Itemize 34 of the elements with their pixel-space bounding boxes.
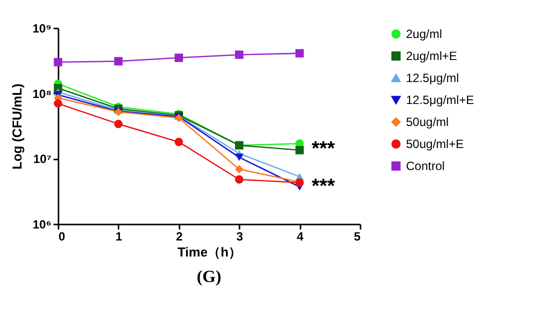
y-axis-title: Log (CFU/mL) (9, 84, 24, 170)
y-tick-label: 10⁸ (32, 86, 52, 101)
legend-label: 12.5μg/ml (406, 71, 459, 85)
point (235, 165, 244, 174)
x-tick-label: 2 (176, 230, 183, 244)
text: (G) (196, 267, 222, 286)
y-tick-label: 10⁷ (33, 152, 52, 166)
legend-label: 2ug/ml (406, 27, 442, 41)
y-tick-label: 10⁹ (32, 22, 52, 36)
x-tick-label: 3 (236, 230, 244, 244)
legend-label: 50ug/ml+E (406, 137, 464, 151)
point (295, 49, 304, 58)
x-tick-label: 4 (296, 230, 304, 244)
point (235, 175, 244, 184)
point (54, 99, 62, 108)
y-tick-label: 10⁶ (32, 218, 52, 232)
x-axis-title: Time（h） (177, 244, 242, 260)
point (114, 120, 123, 128)
point (114, 57, 123, 66)
annotation: *** (312, 176, 336, 198)
point (235, 154, 244, 161)
legend-label: 12.5μg/ml+E (406, 93, 474, 107)
x-tick-label: 1 (116, 230, 123, 244)
legend-label: 50ug/ml (406, 115, 449, 129)
point (235, 50, 244, 59)
point (174, 54, 183, 62)
x-tick-label: 0 (58, 230, 66, 244)
x-tick-label: 5 (354, 230, 361, 244)
point (174, 138, 183, 146)
annotation: *** (312, 138, 336, 160)
legend-label: Control (406, 159, 445, 173)
legend-label: 2ug/ml+E (406, 49, 458, 63)
point (295, 146, 304, 154)
point (54, 58, 62, 66)
